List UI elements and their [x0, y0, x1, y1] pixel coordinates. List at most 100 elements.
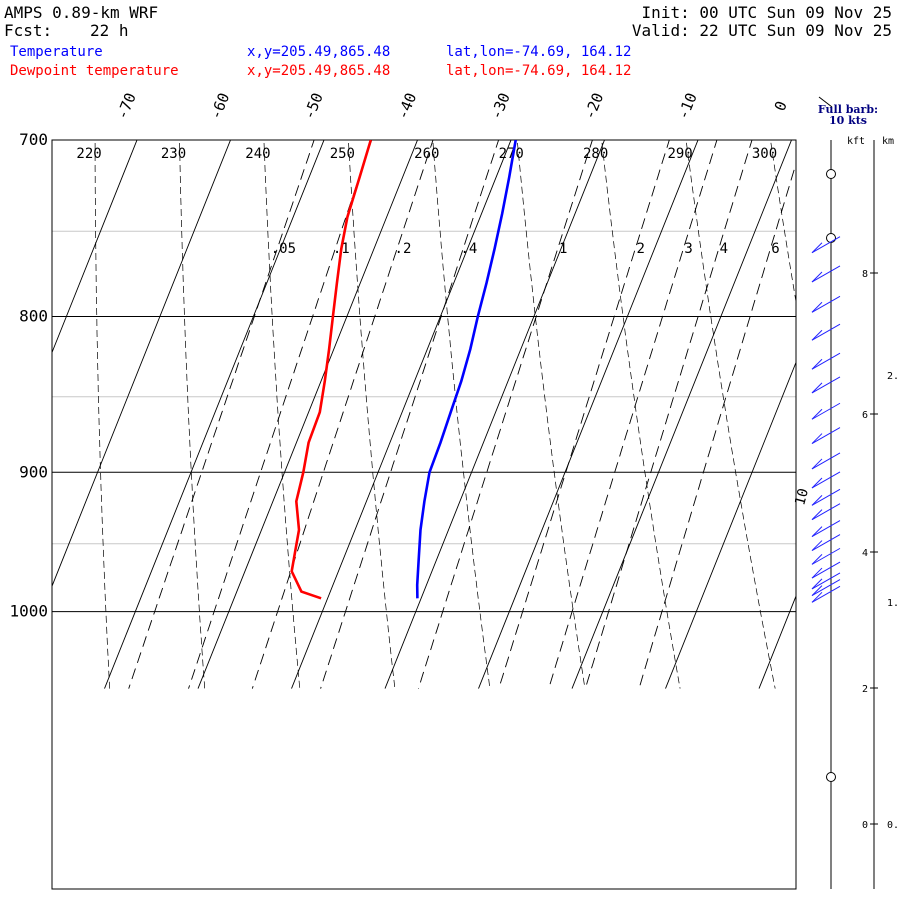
model-title: AMPS 0.89-km WRF [4, 3, 159, 22]
isotherm-line [758, 594, 796, 689]
full-barb-line1: Full barb: [817, 103, 879, 116]
plot-frame [51, 139, 797, 890]
wind-barb-shaft [811, 295, 841, 313]
legend-temperature-label: Temperature [10, 44, 103, 60]
isotherm-line [104, 140, 325, 689]
legend-dewpoint-xy: x,y=205.49,865.48 [247, 63, 391, 79]
wind-header-tick [818, 96, 833, 108]
wind-barb [811, 265, 841, 283]
height-km-label: 2. [887, 371, 899, 382]
wind-barb-shaft [811, 452, 841, 470]
wind-barb-shaft [811, 585, 841, 603]
pressure-axis: 700 800 900 1000 [9, 130, 48, 621]
wind-barb-shaft [811, 376, 841, 394]
mixing-ratio-label: .05 [271, 241, 296, 257]
wind-barb [811, 427, 841, 445]
dry-adiabat-line [770, 140, 796, 304]
wind-barb-flag [811, 567, 823, 579]
dry-adiabat-line [685, 140, 776, 689]
wind-barb [811, 547, 841, 565]
wind-barb-flag [811, 477, 823, 489]
forecast-hours: 22 h [90, 21, 129, 40]
wind-barb [811, 534, 841, 551]
pressure-label: 700 [19, 130, 48, 149]
full-barb-line2: 10 kts [828, 114, 868, 127]
mixing-ratio-line [128, 140, 315, 689]
theta-label: 250 [330, 146, 355, 162]
pressure-label: 800 [19, 307, 48, 326]
calm-circle [826, 169, 836, 179]
dry-adiabat-line [94, 140, 111, 689]
temperature-tick-label: 0 [771, 99, 791, 114]
wind-column [811, 96, 841, 889]
km-label: km [882, 136, 894, 147]
temperature-tick-label: -20 [580, 90, 607, 122]
wind-barb-shaft [811, 547, 841, 565]
wind-barb-shaft [811, 561, 841, 579]
isotherm-line [384, 140, 605, 689]
isotherm-line [197, 140, 418, 689]
wind-barb [811, 352, 841, 370]
temperature-tick-label: -30 [487, 90, 514, 122]
theta-label: 260 [414, 146, 439, 162]
height-km-label: 0. [887, 820, 899, 831]
background-lines [52, 140, 796, 689]
theta-label: 240 [245, 146, 270, 162]
wind-barb [811, 295, 841, 313]
wind-barb-shaft [811, 534, 841, 551]
height-km-label: 1. [887, 598, 899, 609]
wind-barb-flag [811, 329, 823, 341]
wind-barb-shaft [811, 471, 841, 489]
height-kft-label: 0 [862, 820, 868, 831]
temperature-tick-label: -50 [300, 90, 327, 122]
isotherm-line [52, 140, 231, 588]
mixing-ratio-line [498, 140, 670, 689]
wind-barb [811, 471, 841, 489]
dewpoint-line [290, 140, 373, 600]
sounding-series [290, 140, 517, 600]
temperature-tick-label: -10 [674, 90, 701, 122]
isotherm-line [665, 361, 796, 689]
temperature-tick-label: -40 [393, 90, 420, 122]
theta-label: 270 [499, 146, 524, 162]
isotherm-line [571, 140, 792, 689]
wind-barb-flag [811, 591, 823, 603]
dry-adiabat-line [432, 140, 491, 689]
legend-temperature-latlon: lat,lon=-74.69, 164.12 [446, 44, 632, 60]
mixing-ratio-line [638, 162, 796, 689]
wind-barb-flag [811, 382, 823, 394]
mixing-ratio-line [251, 140, 434, 689]
wind-barb [811, 402, 841, 420]
isotherm-line [52, 140, 138, 354]
height-kft-label: 4 [862, 548, 868, 559]
full-barb-note: Full barb: 10 kts [812, 104, 884, 126]
mixing-ratio-line [188, 140, 373, 689]
calm-circle [826, 772, 836, 782]
isotherm-line [478, 140, 699, 689]
wind-barb-flag [811, 494, 823, 506]
valid-time: Valid: 22 UTC Sun 09 Nov 25 [631, 21, 892, 40]
wind-barb [811, 452, 841, 470]
mixing-ratio-label: .4 [460, 241, 477, 257]
temperature-tick-label: -60 [206, 90, 233, 122]
temperature-tick-label: -70 [113, 90, 140, 122]
wind-barb-flag [811, 578, 823, 590]
mixing-ratio-label: 3 [684, 241, 692, 257]
temperature-line [415, 140, 517, 599]
wind-barb [811, 236, 841, 254]
mixing-ratio-line [584, 140, 753, 689]
temperature-axis: -70 -60 -50 -40 -30 -20 -10 0 [113, 90, 791, 122]
init-time: Init: 00 UTC Sun 09 Nov 25 [641, 3, 892, 22]
mixing-ratio-line [320, 140, 500, 689]
wind-barb-shaft [811, 265, 841, 283]
wind-barb [811, 579, 841, 597]
height-kft-label: 6 [862, 410, 868, 421]
wind-barb-flag [811, 585, 823, 596]
calm-circle [826, 233, 836, 243]
theta-label: 220 [76, 146, 101, 162]
inplot-labels: 220 230 240 250 260 270 280 290 300.05.1.2.4 1 2 3 4… [76, 146, 779, 257]
wind-barb [811, 488, 841, 506]
isotherm-line [291, 140, 512, 689]
wind-barb-shaft [811, 352, 841, 370]
dry-adiabat-line [263, 140, 301, 689]
